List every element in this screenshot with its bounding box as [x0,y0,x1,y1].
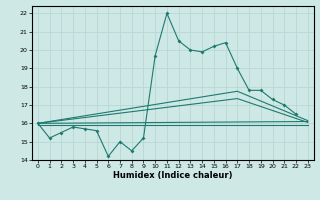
X-axis label: Humidex (Indice chaleur): Humidex (Indice chaleur) [113,171,233,180]
